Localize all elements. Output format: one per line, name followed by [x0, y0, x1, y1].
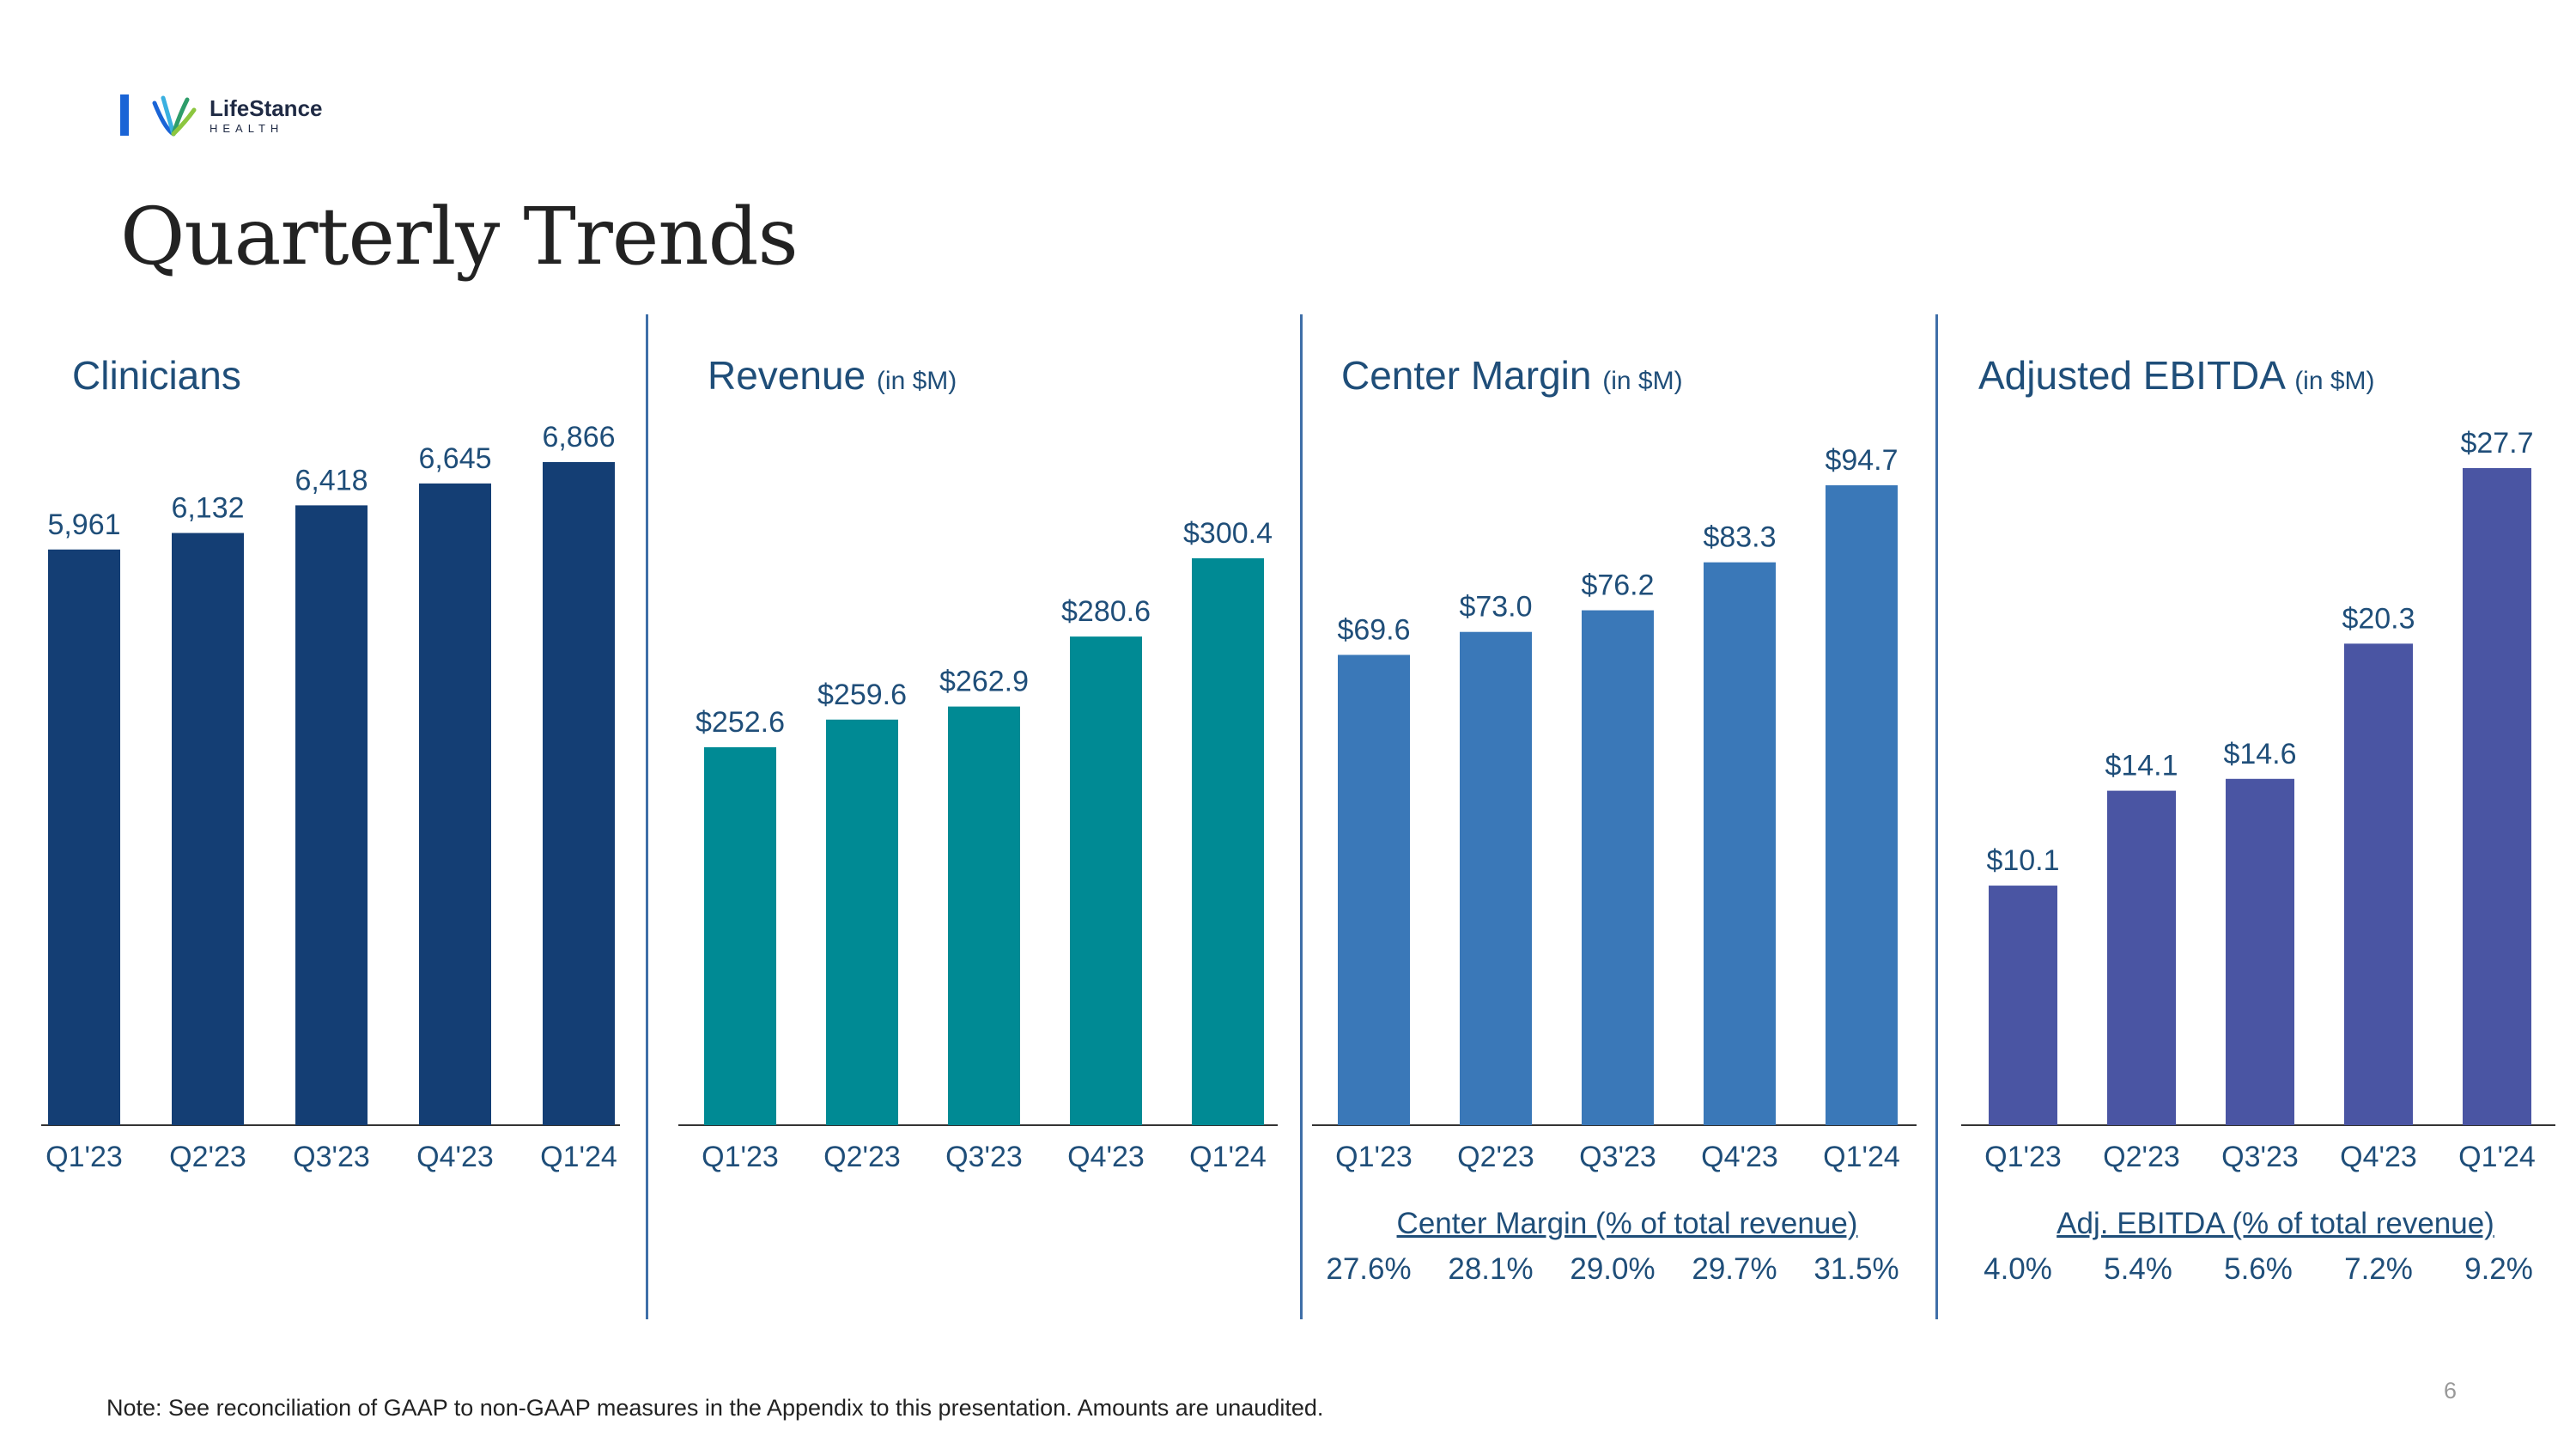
data-label: $73.0 — [1459, 591, 1532, 624]
chart-bar — [2226, 778, 2294, 1125]
chart-bar — [826, 719, 898, 1125]
panel-title-clinicians: Clinicians — [72, 352, 241, 399]
metric-value: 5.6% — [2224, 1252, 2293, 1286]
panel-divider — [1300, 314, 1303, 1319]
data-label: 6,418 — [295, 464, 368, 496]
x-tick-label: Q1'24 — [540, 1141, 617, 1173]
x-tick-label: Q1'24 — [2458, 1141, 2536, 1173]
chart-bar — [1070, 636, 1142, 1125]
metric-value: 29.7% — [1692, 1252, 1777, 1286]
data-label: $94.7 — [1825, 444, 1898, 477]
panel-title-text: Center Margin — [1341, 353, 1592, 398]
x-tick-label: Q1'23 — [1984, 1141, 2062, 1173]
data-label: $20.3 — [2342, 602, 2415, 635]
company-logo: LifeStance HEALTH — [120, 91, 323, 139]
panel-title-unit: (in $M) — [2294, 367, 2375, 395]
x-tick-label: Q2'23 — [1457, 1141, 1534, 1173]
x-tick-label: Q3'23 — [293, 1141, 370, 1173]
x-tick-label: Q2'23 — [823, 1141, 901, 1173]
logo-name: LifeStance — [210, 94, 323, 121]
data-label: 6,866 — [542, 421, 615, 454]
x-tick-label: Q1'23 — [46, 1141, 123, 1173]
adj-ebitda-pct-title: Adj. EBITDA (% of total revenue) — [2057, 1207, 2494, 1240]
x-tick-label: Q4'23 — [1067, 1141, 1145, 1173]
x-tick-label: Q4'23 — [416, 1141, 494, 1173]
chart-bar — [704, 747, 776, 1125]
data-label: 5,961 — [47, 508, 120, 541]
metric-value: 4.0% — [1984, 1252, 2052, 1286]
data-label: $76.2 — [1581, 569, 1654, 602]
chart-bar — [1460, 631, 1532, 1125]
data-label: $252.6 — [696, 706, 785, 739]
metric-value: 29.0% — [1570, 1252, 1656, 1286]
center-margin-pct-title: Center Margin (% of total revenue) — [1396, 1207, 1858, 1240]
data-label: $69.6 — [1337, 613, 1410, 646]
data-label: $83.3 — [1703, 521, 1776, 554]
data-label: $10.1 — [1986, 844, 2059, 877]
panel-divider — [1935, 314, 1938, 1319]
chart-bar — [1826, 485, 1898, 1125]
panel-title-text: Adjusted EBITDA — [1978, 353, 2284, 398]
chart-bar — [1704, 562, 1776, 1125]
chart-bar — [172, 533, 244, 1125]
page-number: 6 — [2444, 1378, 2458, 1403]
x-tick-label: Q2'23 — [169, 1141, 246, 1173]
chart-bar — [48, 549, 120, 1125]
data-label: $14.1 — [2105, 750, 2178, 782]
data-label: $27.7 — [2460, 427, 2533, 460]
x-tick-label: Q3'23 — [945, 1141, 1023, 1173]
x-tick-label: Q3'23 — [2221, 1141, 2299, 1173]
x-tick-label: Q2'23 — [2103, 1141, 2180, 1173]
panel-title-revenue: Revenue (in $M) — [708, 352, 957, 399]
chart-bar — [948, 706, 1020, 1125]
chart-bar — [2107, 790, 2176, 1125]
metric-value: 27.6% — [1326, 1252, 1412, 1286]
panel-title-adj-ebitda: Adjusted EBITDA (in $M) — [1978, 352, 2375, 399]
x-tick-label: Q4'23 — [2340, 1141, 2417, 1173]
data-label: $259.6 — [817, 679, 907, 711]
data-label: $14.6 — [2223, 738, 2296, 770]
x-tick-label: Q1'23 — [1335, 1141, 1413, 1173]
data-label: $280.6 — [1061, 595, 1151, 628]
data-label: $262.9 — [939, 666, 1029, 698]
panel-title-unit: (in $M) — [876, 367, 957, 395]
logo-subtitle: HEALTH — [210, 121, 284, 135]
data-label: $300.4 — [1183, 517, 1273, 550]
panel-title-center-margin: Center Margin (in $M) — [1341, 352, 1683, 399]
metric-value: 7.2% — [2344, 1252, 2413, 1286]
x-tick-label: Q3'23 — [1579, 1141, 1656, 1173]
chart-bar — [543, 462, 615, 1125]
data-label: 6,132 — [171, 492, 244, 525]
footnote: Note: See reconciliation of GAAP to non-… — [106, 1395, 1324, 1421]
chart-bar — [1989, 886, 2057, 1125]
metric-value: 28.1% — [1448, 1252, 1534, 1286]
data-label: 6,645 — [418, 442, 491, 475]
chart-bar — [2463, 468, 2531, 1125]
chart-bar — [2344, 643, 2413, 1125]
panel-divider — [646, 314, 648, 1319]
metric-value: 9.2% — [2464, 1252, 2533, 1286]
chart-bar — [1192, 558, 1264, 1125]
metric-value: 5.4% — [2104, 1252, 2172, 1286]
page-title: Quarterly Trends — [120, 191, 799, 283]
panel-title-text: Revenue — [708, 353, 866, 398]
panel-title-text: Clinicians — [72, 353, 241, 398]
x-tick-label: Q1'24 — [1189, 1141, 1267, 1173]
x-tick-label: Q4'23 — [1701, 1141, 1778, 1173]
lifestance-mark-icon — [152, 95, 197, 137]
chart-bar — [1338, 654, 1410, 1125]
x-tick-label: Q1'23 — [702, 1141, 779, 1173]
chart-bar — [295, 505, 368, 1125]
metric-value: 31.5% — [1814, 1252, 1899, 1286]
chart-bar — [419, 483, 491, 1125]
panel-title-unit: (in $M) — [1602, 367, 1683, 395]
chart-bar — [1582, 610, 1654, 1125]
x-tick-label: Q1'24 — [1823, 1141, 1900, 1173]
logo-accent-bar — [120, 94, 129, 136]
